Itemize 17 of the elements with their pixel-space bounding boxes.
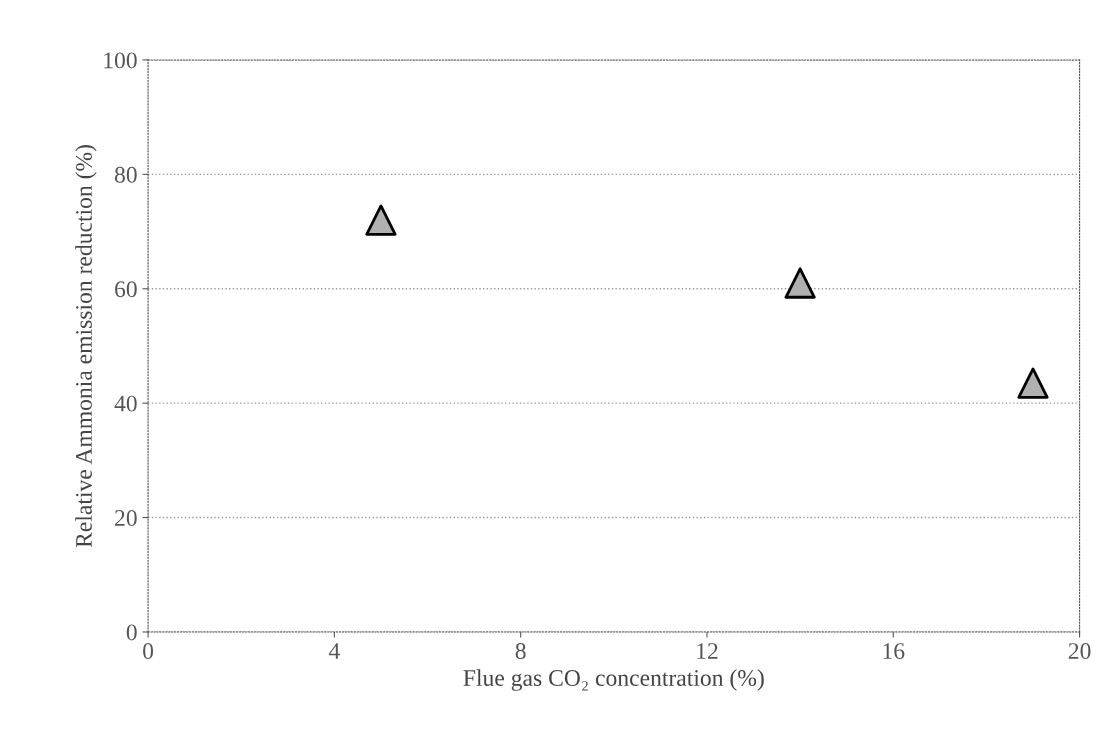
x-axis-title: Flue gas CO₂ concentration (%) — [463, 669, 764, 691]
point — [784, 267, 816, 299]
y-tick-label: 20 — [115, 510, 137, 526]
y-axis-title: Relative Ammonia emission reduction (%) — [75, 145, 97, 548]
point — [365, 204, 397, 236]
x-tick-label: 16 — [883, 643, 905, 659]
y-tick-label: 80 — [114, 166, 137, 183]
y-tick-label: 60 — [115, 281, 137, 298]
x-tick-label: 12 — [697, 643, 718, 659]
y-tick-label: 40 — [114, 395, 137, 412]
y-tick-label: 0 — [126, 624, 137, 641]
point — [1017, 367, 1049, 399]
y-tick-label: 100 — [104, 52, 137, 69]
x-tick-label: 8 — [515, 643, 526, 659]
x-tick-label: 20 — [1068, 643, 1091, 659]
x-tick-label: 0 — [143, 643, 154, 659]
x-tick-label: 4 — [328, 643, 340, 659]
